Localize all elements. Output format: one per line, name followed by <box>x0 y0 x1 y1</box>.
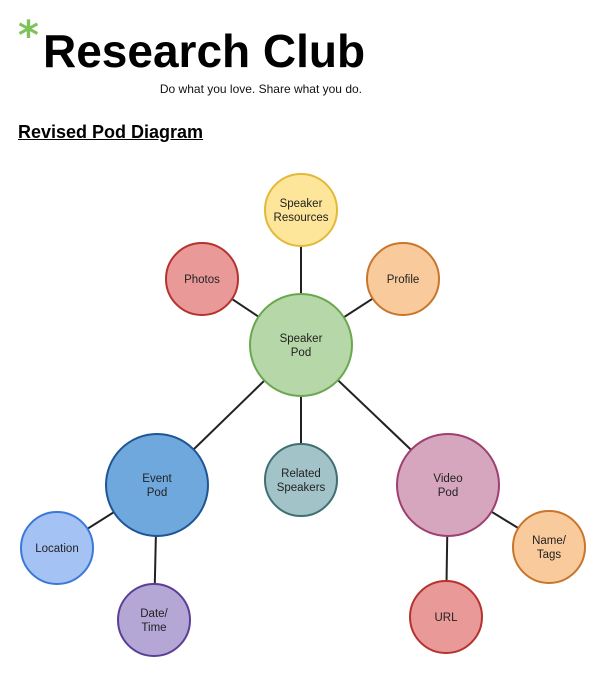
node-event-pod-circle <box>105 433 209 537</box>
node-date-time-label: Date/ <box>140 608 168 620</box>
node-speaker-pod-label: Pod <box>291 347 311 359</box>
node-name-tags-circle <box>512 510 586 584</box>
node-video-pod-label: Pod <box>438 487 458 499</box>
diagram-edges <box>56 210 550 621</box>
node-related-speakers-label: Related <box>281 468 321 480</box>
node-profile-circle <box>366 242 440 316</box>
node-date-time: Date/Time <box>117 583 191 657</box>
node-location: Location <box>20 511 94 585</box>
node-url-circle <box>409 580 483 654</box>
node-location-label: Location <box>35 543 78 555</box>
asterisk-logo-icon: * <box>18 13 39 59</box>
section-title: Revised Pod Diagram <box>18 122 204 142</box>
node-photos-label: Photos <box>184 274 220 286</box>
site-logo[interactable]: * Research Club <box>18 13 378 78</box>
node-speaker-resources-label: Resources <box>274 212 329 224</box>
node-speaker-pod: Speaker Pod <box>249 293 353 397</box>
node-video-pod-label: Video <box>433 473 462 485</box>
node-url-label: URL <box>434 612 458 624</box>
node-date-time-circle <box>117 583 191 657</box>
node-photos: Photos <box>165 242 239 316</box>
node-event-pod: Event Pod <box>105 433 209 537</box>
node-name-tags-label: Tags <box>537 549 562 561</box>
node-speaker-pod-label: Speaker <box>280 333 323 345</box>
node-speaker-resources-label: Speaker <box>280 198 323 210</box>
node-related-speakers-label: Speakers <box>277 482 326 494</box>
node-name-tags-label: Name/ <box>532 535 567 547</box>
node-event-pod-label: Event <box>142 473 172 485</box>
node-speaker-pod-circle <box>249 293 353 397</box>
node-date-time-label: Time <box>141 622 166 634</box>
node-event-pod-label: Pod <box>147 487 167 499</box>
node-related-speakers-circle <box>264 443 338 517</box>
node-profile-label: Profile <box>387 274 420 286</box>
node-name-tags: Name/Tags <box>512 510 586 584</box>
node-video-pod-circle <box>396 433 500 537</box>
node-video-pod: Video Pod <box>396 433 500 537</box>
node-speaker-resources: Speaker Resources <box>264 173 338 247</box>
node-profile: Profile <box>366 242 440 316</box>
node-related-speakers: Related Speakers <box>264 443 338 517</box>
node-url: URL <box>409 580 483 654</box>
site-title: Research Club <box>43 25 366 77</box>
node-speaker-resources-circle <box>264 173 338 247</box>
site-tagline: Do what you love. Share what you do. <box>159 82 362 96</box>
node-photos-circle <box>165 242 239 316</box>
node-location-circle <box>20 511 94 585</box>
